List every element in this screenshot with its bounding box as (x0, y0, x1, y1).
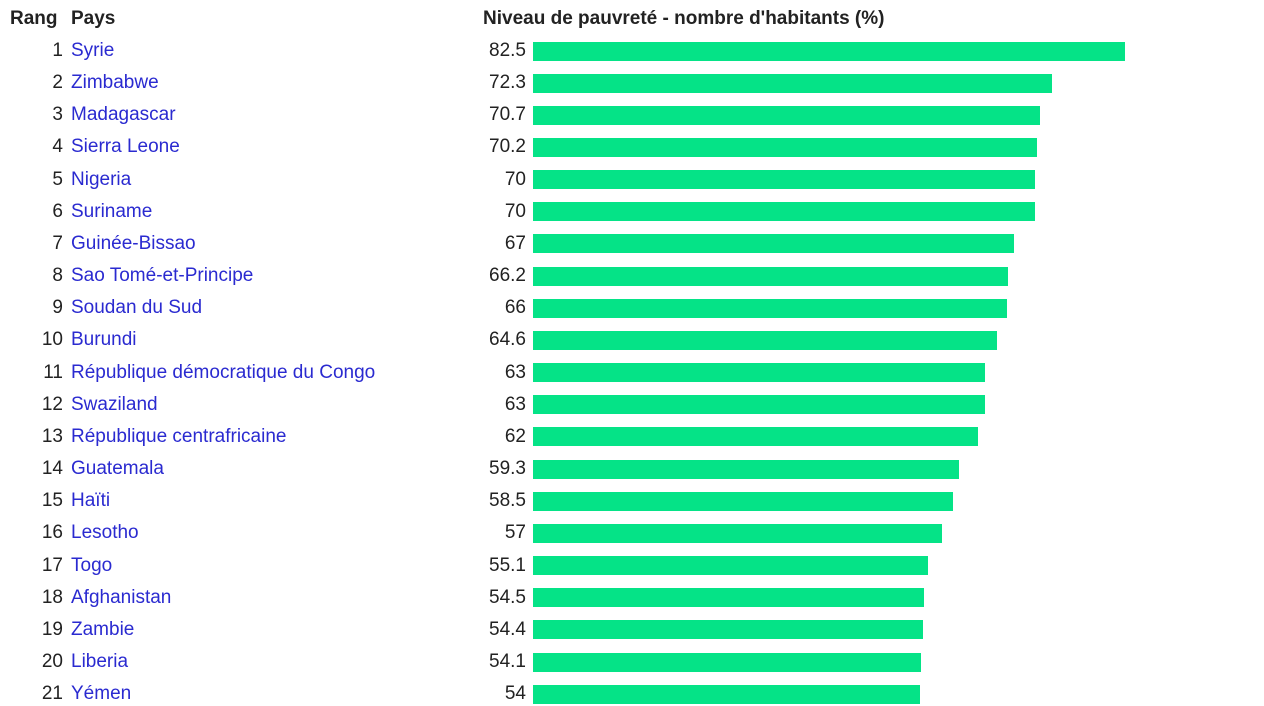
bar (533, 234, 1014, 254)
country-link[interactable]: Swaziland (71, 393, 158, 415)
bar (533, 588, 925, 608)
bar (533, 73, 1052, 93)
country-link[interactable]: Togo (71, 554, 113, 576)
bar (533, 491, 953, 511)
bar (533, 684, 921, 704)
country-link[interactable]: Guatemala (71, 458, 164, 480)
value-label: 66 (504, 297, 526, 319)
value-label: 59.3 (489, 458, 526, 480)
country-link[interactable]: Zimbabwe (71, 72, 159, 94)
bar (533, 202, 1036, 222)
rank: 1 (52, 40, 63, 61)
rank: 2 (52, 72, 63, 94)
value-label: 67 (504, 232, 526, 254)
bar (533, 363, 986, 383)
value-label: 66.2 (489, 265, 526, 287)
bar (533, 395, 986, 415)
country-link[interactable]: République démocratique du Congo (71, 361, 376, 383)
bar (533, 41, 1125, 61)
bar (533, 105, 1041, 125)
value-label: 70 (504, 168, 526, 190)
value-label: 82.5 (489, 40, 526, 61)
value-label: 63 (504, 361, 526, 383)
rank: 3 (52, 104, 63, 126)
header-rank: Rang (10, 8, 58, 29)
bar (533, 459, 959, 479)
rank: 7 (52, 232, 63, 254)
bar (533, 556, 929, 576)
value-label: 70.7 (489, 104, 526, 126)
value-label: 55.1 (489, 554, 526, 576)
country-link[interactable]: Guinée-Bissao (71, 232, 196, 254)
bar (533, 652, 922, 672)
country-link[interactable]: Lesotho (71, 522, 139, 544)
rank: 6 (52, 200, 63, 222)
country-link[interactable]: Burundi (71, 329, 137, 351)
rank: 13 (41, 425, 63, 447)
value-label: 54.4 (489, 618, 526, 640)
country-link[interactable]: République centrafricaine (71, 425, 287, 447)
bar (533, 298, 1007, 318)
rank: 15 (41, 490, 63, 512)
rank: 20 (41, 651, 63, 673)
value-label: 72.3 (489, 72, 526, 94)
value-label: 70 (504, 200, 526, 222)
value-label: 54.5 (489, 586, 526, 608)
country-link[interactable]: Suriname (71, 200, 153, 222)
header-country: Pays (71, 8, 116, 29)
rank: 16 (41, 522, 63, 544)
rank: 9 (52, 297, 63, 319)
bar (533, 523, 943, 543)
rank: 10 (41, 329, 63, 351)
value-label: 63 (504, 393, 526, 415)
country-link[interactable]: Soudan du Sud (71, 297, 203, 319)
country-link[interactable]: Haïti (71, 490, 111, 512)
country-link[interactable]: Syrie (71, 40, 115, 61)
value-label: 62 (504, 425, 526, 447)
rank: 18 (41, 586, 63, 608)
value-label: 57 (504, 522, 526, 544)
rank: 14 (41, 458, 63, 480)
bar (533, 266, 1009, 286)
country-link[interactable]: Liberia (71, 651, 129, 673)
country-link[interactable]: Yémen (71, 683, 132, 705)
rank: 19 (41, 618, 63, 640)
country-link[interactable]: Nigeria (71, 168, 132, 190)
rank: 17 (41, 554, 63, 576)
country-link[interactable]: Afghanistan (71, 586, 172, 608)
bar (533, 620, 924, 640)
header-value: Niveau de pauvreté - nombre d'habitants … (483, 8, 885, 29)
rank: 21 (41, 683, 63, 705)
country-link[interactable]: Sao Tomé-et-Principe (71, 265, 254, 287)
value-label: 54 (504, 683, 526, 705)
bar (533, 170, 1036, 190)
value-label: 64.6 (489, 329, 526, 351)
bar (533, 137, 1037, 157)
rank: 5 (52, 168, 63, 190)
country-link[interactable]: Madagascar (71, 104, 176, 126)
value-label: 70.2 (489, 136, 526, 158)
value-label: 58.5 (489, 490, 526, 512)
rank: 8 (52, 265, 63, 287)
bar (533, 330, 997, 350)
country-link[interactable]: Sierra Leone (71, 136, 180, 158)
country-link[interactable]: Zambie (71, 618, 135, 640)
rank: 11 (43, 361, 63, 383)
rank: 12 (41, 393, 63, 415)
rank: 4 (52, 136, 63, 158)
value-label: 54.1 (489, 651, 526, 673)
bar (533, 427, 978, 447)
